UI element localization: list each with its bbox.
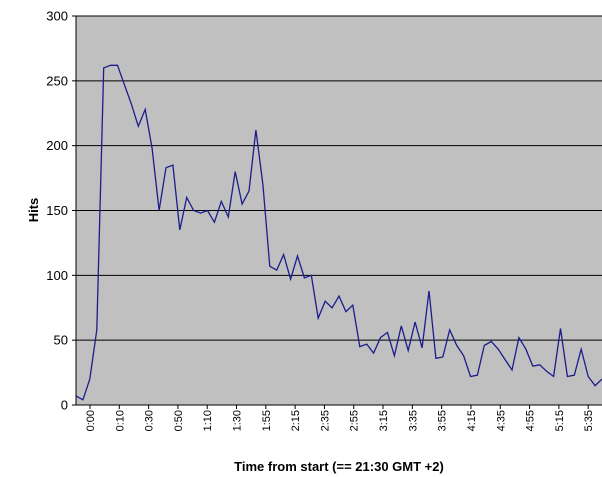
x-tick-label: 4:15: [466, 410, 478, 431]
x-axis-ticks: 0:00 0:10 0:30 0:50 1:10 1:30 1:55 2:15 2:35 2:55…: [85, 405, 595, 431]
x-axis-title: Time from start (== 21:30 GMT +2): [234, 459, 444, 474]
x-tick-label: 4:35: [495, 410, 507, 431]
y-tick-label: 100: [46, 268, 68, 283]
x-tick-label: 1:55: [261, 410, 273, 431]
x-tick-label: 4:55: [525, 410, 537, 431]
x-tick-label: 5:15: [554, 410, 566, 431]
y-axis-ticks: 0 50 100 150 200 250 300: [46, 9, 76, 413]
x-tick-label: 1:10: [202, 410, 214, 431]
x-tick-label: 2:55: [349, 410, 361, 431]
x-tick-label: 0:10: [114, 410, 126, 431]
x-tick-label: 3:55: [437, 410, 449, 431]
x-tick-label: 3:15: [378, 410, 390, 431]
x-tick-label: 0:30: [144, 410, 156, 431]
y-tick-label: 50: [54, 333, 68, 348]
x-tick-label: 2:15: [290, 410, 302, 431]
x-tick-label: 5:35: [583, 410, 595, 431]
y-tick-label: 150: [46, 203, 68, 218]
x-tick-label: 0:50: [173, 410, 185, 431]
series-line-hits: [75, 64, 602, 401]
gridlines: [76, 15, 602, 341]
x-tick-label: 1:30: [232, 410, 244, 431]
x-tick-label: 0:00: [85, 410, 97, 431]
x-tick-label: 2:35: [319, 410, 331, 431]
y-tick-label: 0: [61, 398, 68, 413]
y-tick-label: 300: [46, 9, 68, 24]
y-axis-title: Hits: [26, 198, 41, 223]
y-tick-label: 200: [46, 138, 68, 153]
y-tick-label: 250: [46, 73, 68, 88]
x-tick-label: 3:35: [407, 410, 419, 431]
